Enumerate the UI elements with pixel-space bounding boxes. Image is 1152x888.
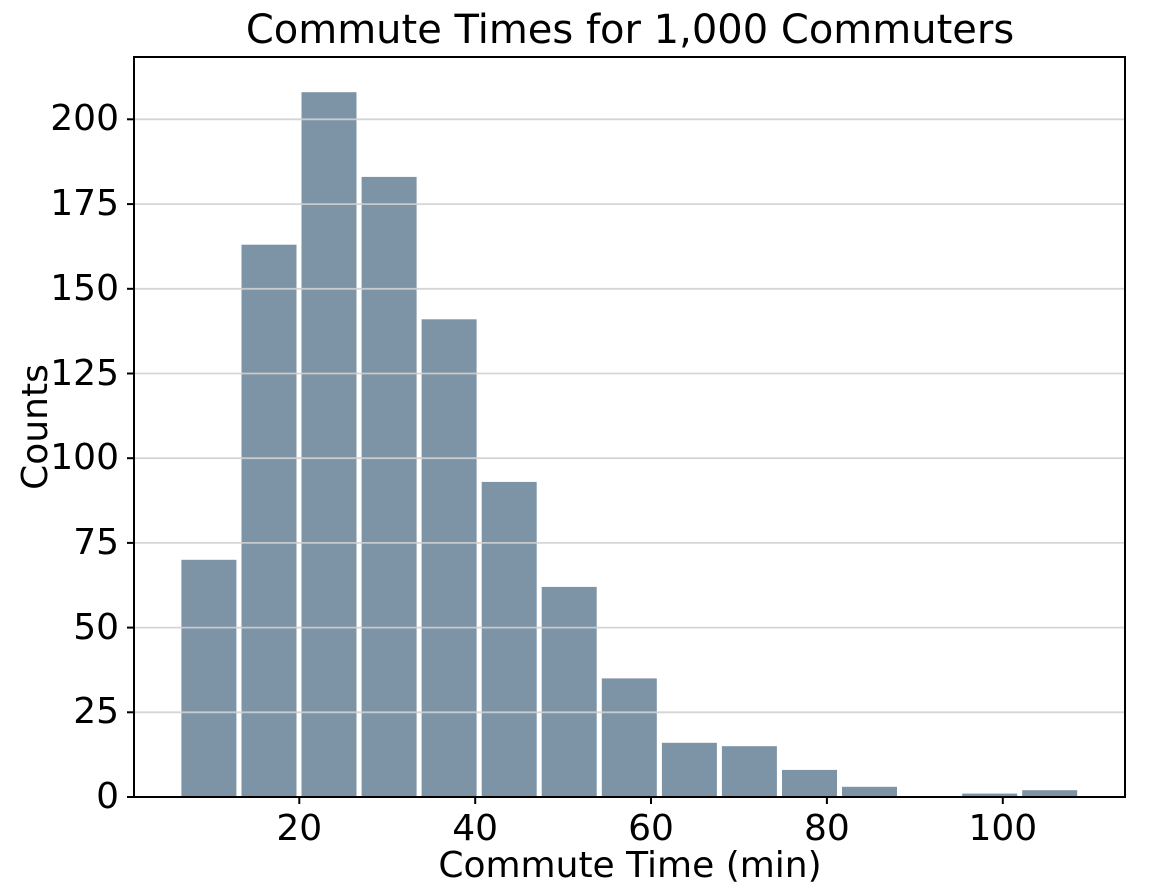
y-tick-label: 50 — [73, 606, 119, 648]
histogram-bar — [541, 586, 597, 797]
axes-spines — [133, 56, 1126, 798]
histogram-bar — [962, 793, 1018, 797]
histogram-bar — [721, 746, 777, 797]
x-axis-label: Commute Time (min) — [438, 845, 822, 886]
y-tick-label: 175 — [50, 183, 119, 225]
y-tick-label: 25 — [73, 691, 119, 733]
histogram-bar — [1022, 790, 1078, 797]
x-tick-label: 60 — [628, 808, 674, 849]
y-tick-label: 125 — [50, 352, 119, 394]
y-tick-label: 200 — [50, 98, 119, 140]
histogram-bar — [842, 786, 897, 797]
histogram-bar — [301, 92, 357, 797]
y-tick-label: 150 — [50, 267, 119, 309]
histogram-bar — [481, 481, 537, 797]
chart-title: Commute Times for 1,000 Commuters — [245, 7, 1015, 53]
histogram-bar — [421, 319, 477, 797]
x-tick-label: 20 — [276, 808, 323, 849]
y-tick-label: 75 — [73, 521, 119, 563]
y-tick-label: 100 — [50, 437, 119, 479]
histogram-bar — [241, 244, 297, 797]
histogram-bar — [181, 559, 237, 797]
histogram-bar — [361, 176, 417, 797]
x-tick-label: 80 — [803, 808, 850, 849]
histogram-bar — [601, 678, 657, 797]
histogram-bar — [782, 769, 837, 797]
x-tick-label: 100 — [968, 808, 1038, 849]
histogram-bar — [661, 742, 717, 797]
x-tick-label: 40 — [452, 808, 499, 849]
y-tick-label: 0 — [96, 776, 119, 817]
